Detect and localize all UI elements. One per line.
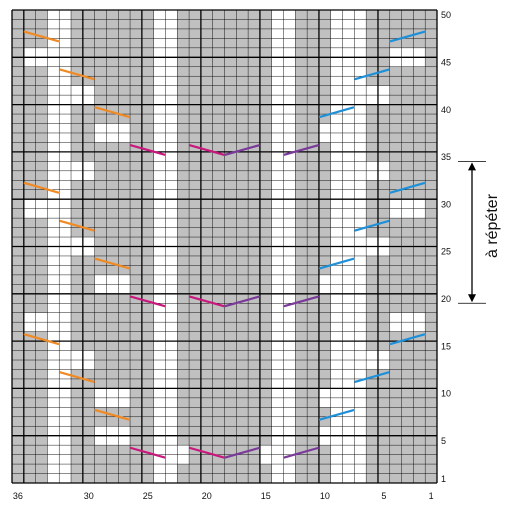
stitch-mark [94, 257, 131, 270]
row-label: 50 [441, 10, 451, 20]
stitch-mark [129, 144, 166, 156]
stitch-mark [283, 295, 320, 308]
double-arrow-icon [468, 162, 476, 303]
row-label: 30 [441, 199, 451, 209]
row-label: 35 [441, 152, 451, 162]
stitch-mark [23, 30, 60, 43]
stitch-mark [354, 219, 390, 232]
stitch-mark [354, 68, 390, 81]
stitch-mark [59, 68, 95, 81]
stitch-mark [129, 446, 166, 459]
stitch-mark [389, 333, 426, 346]
row-label: 20 [441, 294, 451, 304]
column-label: 36 [13, 491, 23, 501]
row-label: 15 [441, 341, 451, 351]
stitch-mark [224, 446, 261, 459]
stitch-mark [354, 371, 390, 383]
stitch-mark [283, 144, 320, 156]
row-label: 10 [441, 389, 451, 399]
stitch-mark [188, 295, 225, 308]
column-label: 1 [429, 491, 434, 501]
stitch-mark [318, 257, 355, 270]
stitch-mark [188, 446, 225, 459]
row-labels: 50 45 40 35 30 25 20 15 10 5 1 [441, 10, 451, 484]
column-label: 5 [381, 491, 386, 501]
stitch-mark [188, 144, 225, 156]
row-label: 1 [441, 474, 446, 484]
stitch-mark [224, 295, 261, 308]
column-label: 10 [320, 491, 330, 501]
stitch-marks [23, 30, 426, 459]
repeat-indicator: à répéter [458, 160, 501, 304]
column-label: 30 [84, 491, 94, 501]
stitch-mark [318, 106, 355, 118]
stitch-mark [94, 409, 131, 421]
column-label: 25 [143, 491, 153, 501]
stitch-mark [129, 295, 166, 308]
stitch-mark [389, 30, 426, 43]
stitch-mark [389, 182, 426, 194]
stitch-mark [23, 182, 60, 194]
stitch-mark [283, 446, 320, 459]
column-label: 20 [202, 491, 212, 501]
stitch-mark [318, 409, 355, 421]
stitch-mark [59, 219, 95, 232]
stitch-mark [94, 106, 131, 118]
stitch-mark [23, 333, 60, 346]
row-label: 40 [441, 105, 451, 115]
column-labels: 36 30 25 20 15 10 5 1 [13, 491, 434, 501]
row-label: 5 [441, 436, 446, 446]
stitch-mark [224, 144, 261, 156]
row-label: 45 [441, 58, 451, 68]
stitch-mark [59, 371, 95, 383]
repeat-label: à répéter [484, 193, 501, 258]
row-label: 25 [441, 247, 451, 257]
column-label: 15 [261, 491, 271, 501]
grid-lines [11, 9, 438, 484]
